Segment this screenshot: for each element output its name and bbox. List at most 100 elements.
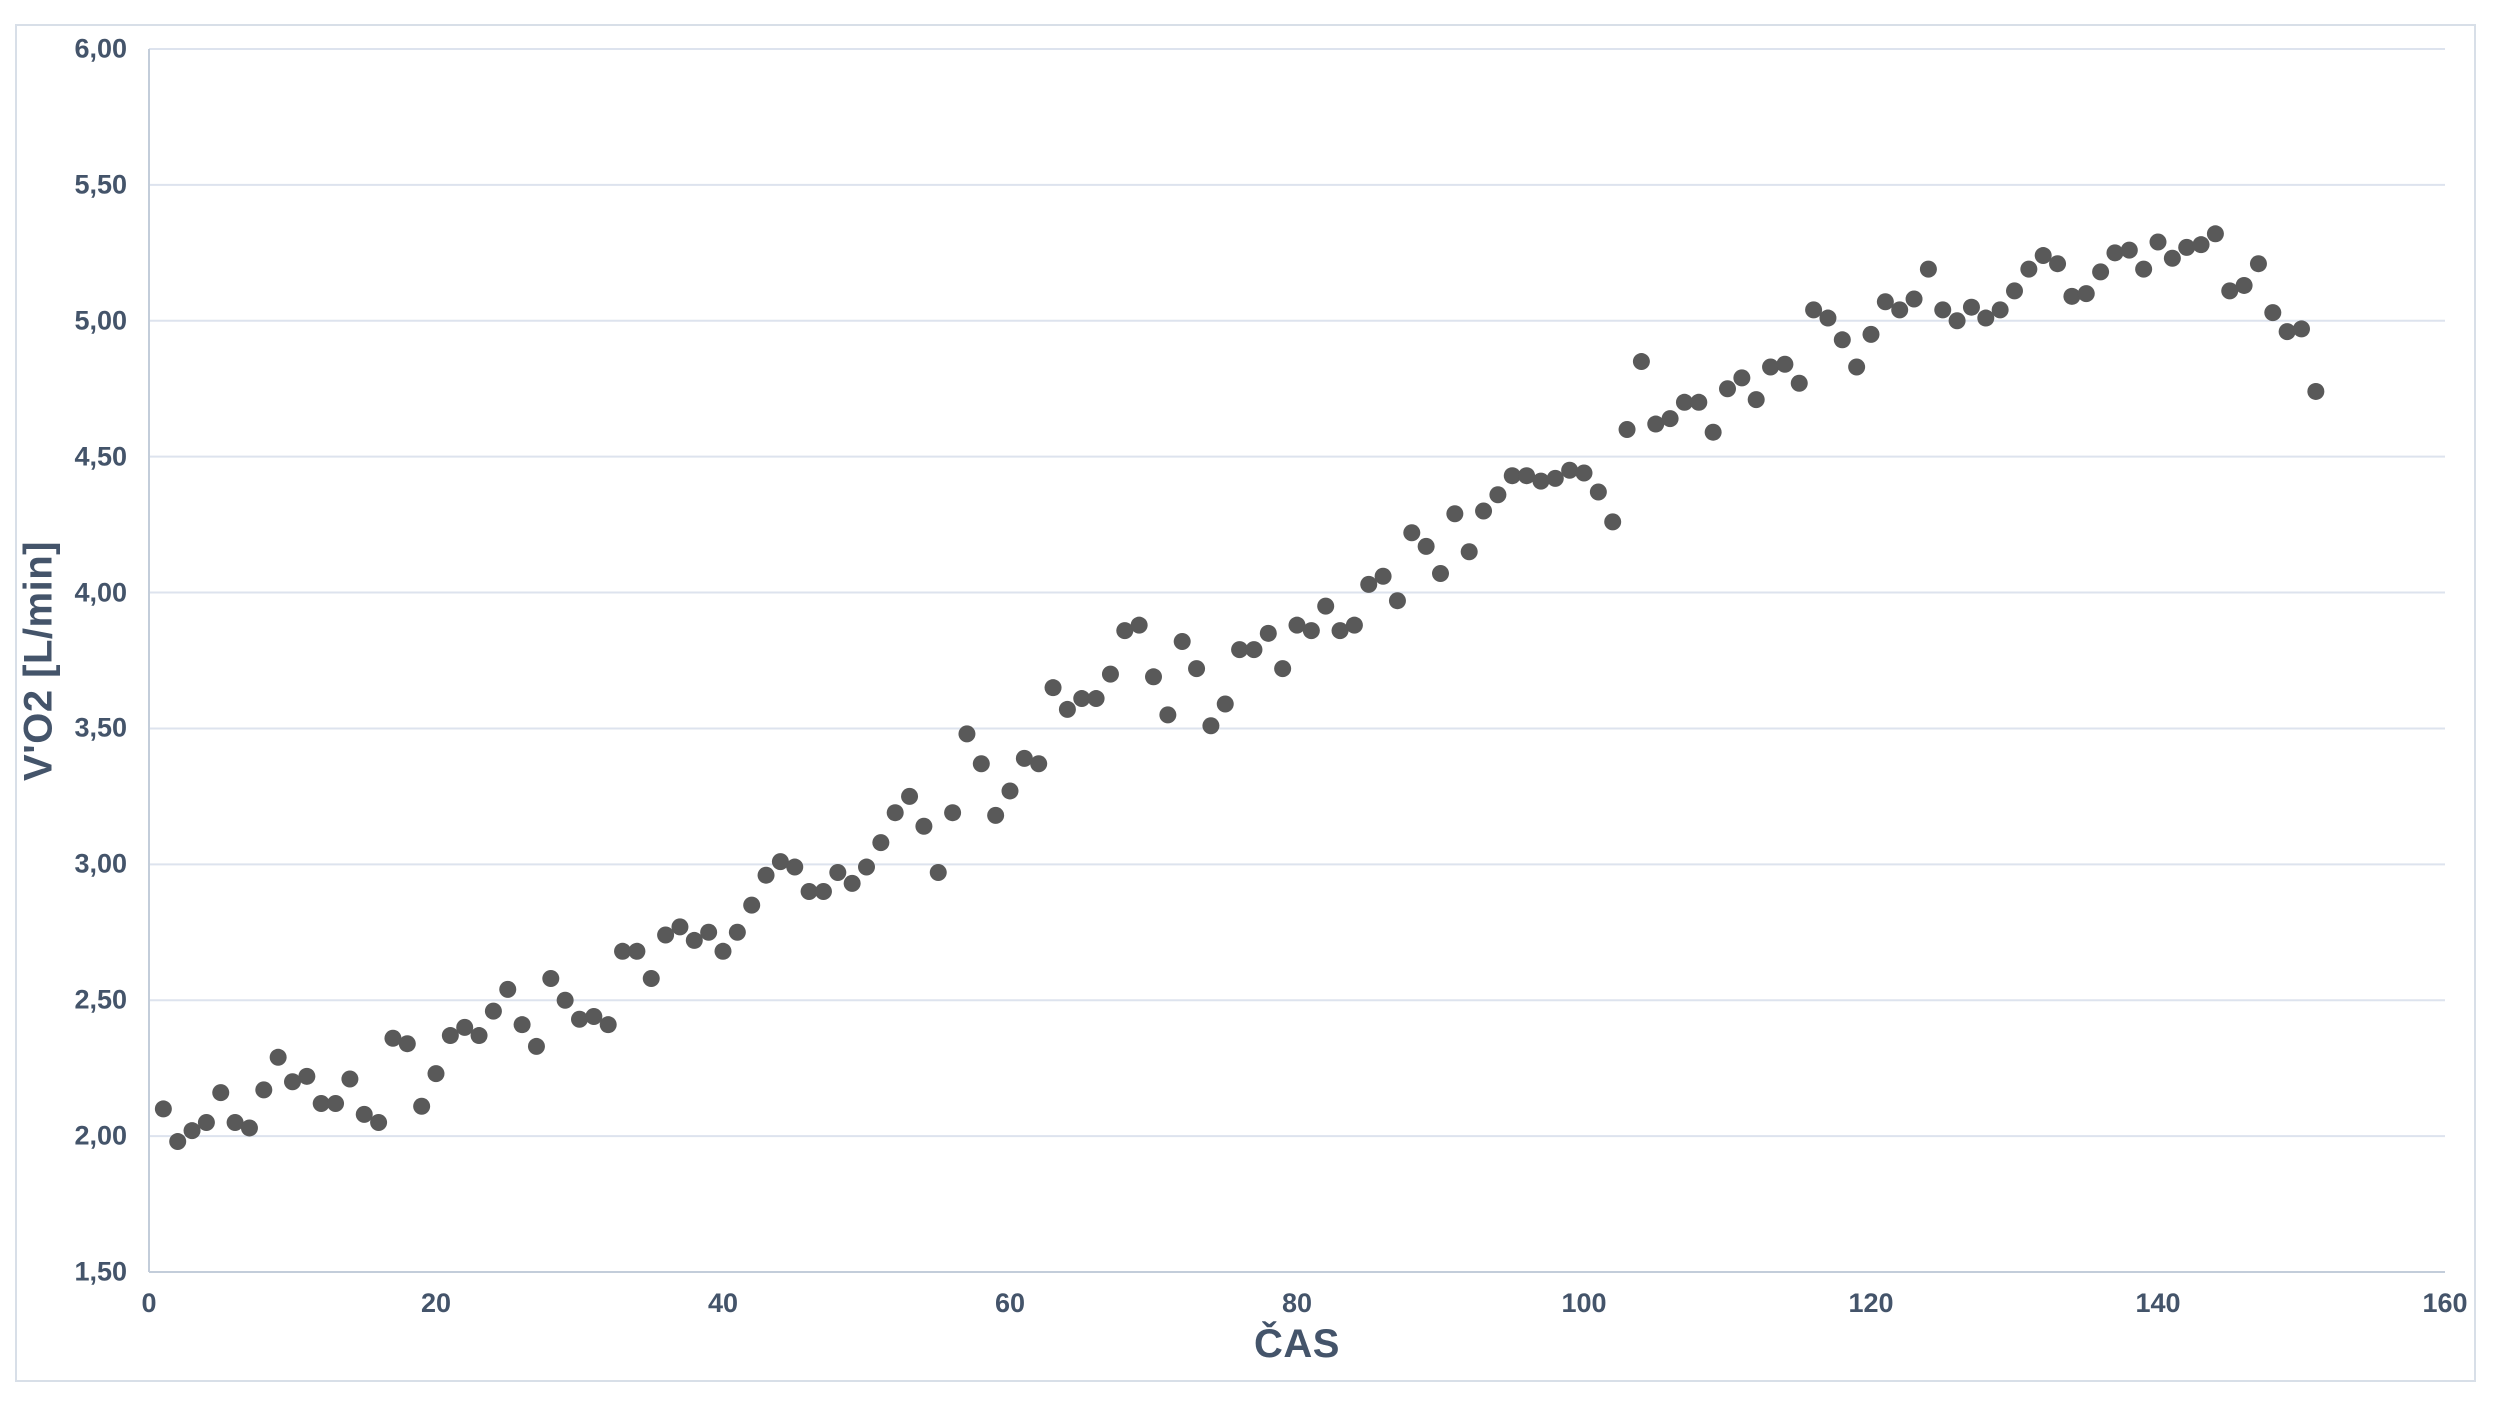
y-tick-label: 3,00 xyxy=(74,848,127,879)
data-point xyxy=(212,1084,230,1102)
data-point xyxy=(226,1114,244,1132)
data-point xyxy=(628,942,646,960)
data-point xyxy=(1532,472,1550,490)
data-point xyxy=(1030,755,1048,773)
data-point xyxy=(2034,247,2052,265)
data-point xyxy=(2092,263,2110,281)
data-point xyxy=(2120,241,2138,259)
data-point xyxy=(284,1073,301,1091)
data-point xyxy=(1058,700,1076,718)
x-tick-label: 80 xyxy=(1281,1288,1313,1318)
data-point xyxy=(987,806,1005,824)
data-point xyxy=(413,1097,431,1115)
data-point xyxy=(2135,260,2153,278)
data-point xyxy=(1790,374,1808,392)
data-point xyxy=(542,969,560,987)
data-point xyxy=(671,918,689,936)
data-point xyxy=(915,817,933,835)
data-point xyxy=(958,725,976,743)
data-point xyxy=(1934,301,1952,319)
data-point xyxy=(456,1018,474,1036)
data-point xyxy=(929,863,947,881)
data-point xyxy=(2006,282,2023,300)
data-point xyxy=(1776,355,1794,373)
data-point xyxy=(484,1002,502,1020)
data-point xyxy=(2049,255,2067,273)
data-point xyxy=(1188,660,1206,678)
data-point xyxy=(1862,325,1880,343)
data-point xyxy=(1618,420,1636,438)
data-point xyxy=(2149,233,2167,251)
data-point xyxy=(1489,486,1507,504)
x-tick-label: 120 xyxy=(1848,1288,1894,1318)
data-point xyxy=(1145,668,1162,686)
data-point xyxy=(2221,282,2239,300)
data-point xyxy=(1819,309,1837,327)
data-point xyxy=(1647,415,1665,433)
data-point xyxy=(886,804,904,822)
y-axis-title: V'O2 [L/min] xyxy=(16,541,61,781)
data-point xyxy=(527,1037,545,1055)
data-point xyxy=(771,853,789,871)
data-point xyxy=(2178,238,2196,256)
data-point xyxy=(1101,665,1119,683)
data-point xyxy=(1546,469,1564,487)
data-point xyxy=(2278,323,2296,341)
data-point xyxy=(2307,382,2325,400)
data-point xyxy=(1589,483,1607,501)
data-point xyxy=(1632,353,1650,371)
data-point xyxy=(1475,502,1493,520)
y-tick-label: 2,00 xyxy=(74,1120,127,1151)
data-point xyxy=(1704,423,1722,441)
data-point xyxy=(1805,301,1823,319)
data-point xyxy=(183,1122,201,1140)
data-point xyxy=(1231,641,1249,659)
data-point xyxy=(197,1114,215,1132)
data-point xyxy=(1460,543,1478,561)
data-point xyxy=(700,923,718,941)
data-point xyxy=(642,969,660,987)
data-point xyxy=(843,874,861,892)
x-tick-label: 160 xyxy=(2422,1288,2468,1318)
data-point xyxy=(800,883,818,901)
data-point xyxy=(427,1065,445,1083)
data-point xyxy=(1202,717,1220,735)
data-point xyxy=(327,1094,345,1112)
data-point xyxy=(1015,749,1033,767)
data-point xyxy=(1675,393,1693,411)
data-point xyxy=(240,1119,258,1137)
y-tick-label: 3,50 xyxy=(74,712,127,743)
data-point xyxy=(255,1081,273,1099)
data-point xyxy=(1259,624,1277,642)
y-tick-label: 1,50 xyxy=(74,1256,127,1287)
data-point xyxy=(1388,592,1406,610)
data-point xyxy=(1962,298,1980,316)
data-point xyxy=(2264,304,2282,322)
data-point xyxy=(341,1070,359,1088)
data-point xyxy=(1302,622,1320,640)
data-point xyxy=(169,1133,187,1151)
data-point xyxy=(1747,391,1765,409)
data-point xyxy=(1245,641,1263,659)
data-point xyxy=(513,1016,531,1034)
x-tick-label: 60 xyxy=(994,1288,1026,1318)
data-point xyxy=(1288,616,1306,634)
scatter-chart: 1,50 2,00 2,50 3,00 3,50 4,00 4,50 5,00 5,50 6,00… xyxy=(15,24,2476,1382)
data-point xyxy=(2235,276,2253,294)
x-tick-label: 100 xyxy=(1561,1288,1607,1318)
data-point xyxy=(1159,706,1177,724)
data-point xyxy=(743,896,761,914)
data-point xyxy=(2063,287,2081,305)
data-point xyxy=(1216,695,1234,713)
data-point xyxy=(685,931,703,949)
data-point xyxy=(657,926,675,944)
data-point xyxy=(858,858,875,876)
data-point xyxy=(1905,290,1923,308)
data-point xyxy=(1044,679,1062,697)
data-point xyxy=(614,942,632,960)
data-point xyxy=(1001,782,1019,800)
data-point xyxy=(872,834,890,852)
data-point xyxy=(571,1010,588,1028)
data-point xyxy=(1446,505,1464,523)
data-point xyxy=(599,1016,617,1034)
